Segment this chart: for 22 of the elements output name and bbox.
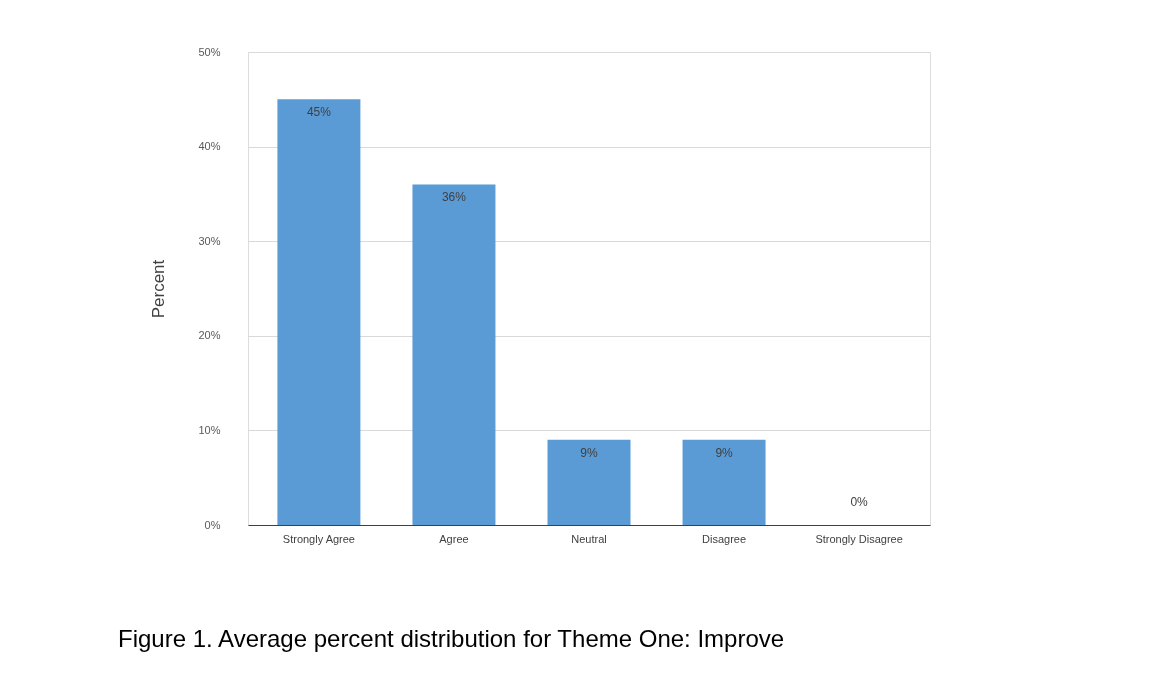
x-tick-label: Strongly Disagree	[815, 532, 903, 545]
y-tick-label: 20%	[198, 329, 221, 342]
y-axis-title: Percent	[149, 259, 169, 319]
x-tick-label: Neutral	[571, 532, 607, 545]
bar	[682, 439, 766, 525]
y-tick-label: 40%	[198, 140, 221, 153]
y-tick-label: 30%	[198, 234, 221, 247]
bar	[412, 184, 496, 525]
x-tick-label: Strongly Agree	[282, 532, 355, 545]
caption: Figure 1. Average percent distribution for Theme One: Improve	[118, 625, 785, 652]
y-tick-label: 0%	[204, 518, 221, 531]
bar	[277, 99, 361, 525]
bar	[547, 439, 631, 525]
data-label: 45%	[306, 105, 332, 120]
data-label: 9%	[580, 445, 598, 460]
y-tick-label: 50%	[198, 45, 221, 58]
data-label: 0%	[850, 495, 869, 509]
y-tick-label: 10%	[198, 423, 221, 436]
x-tick-label: Agree	[439, 532, 469, 545]
x-tick-label: Disagree	[702, 532, 747, 545]
data-label: 9%	[715, 445, 734, 460]
data-label: 36%	[441, 190, 467, 205]
